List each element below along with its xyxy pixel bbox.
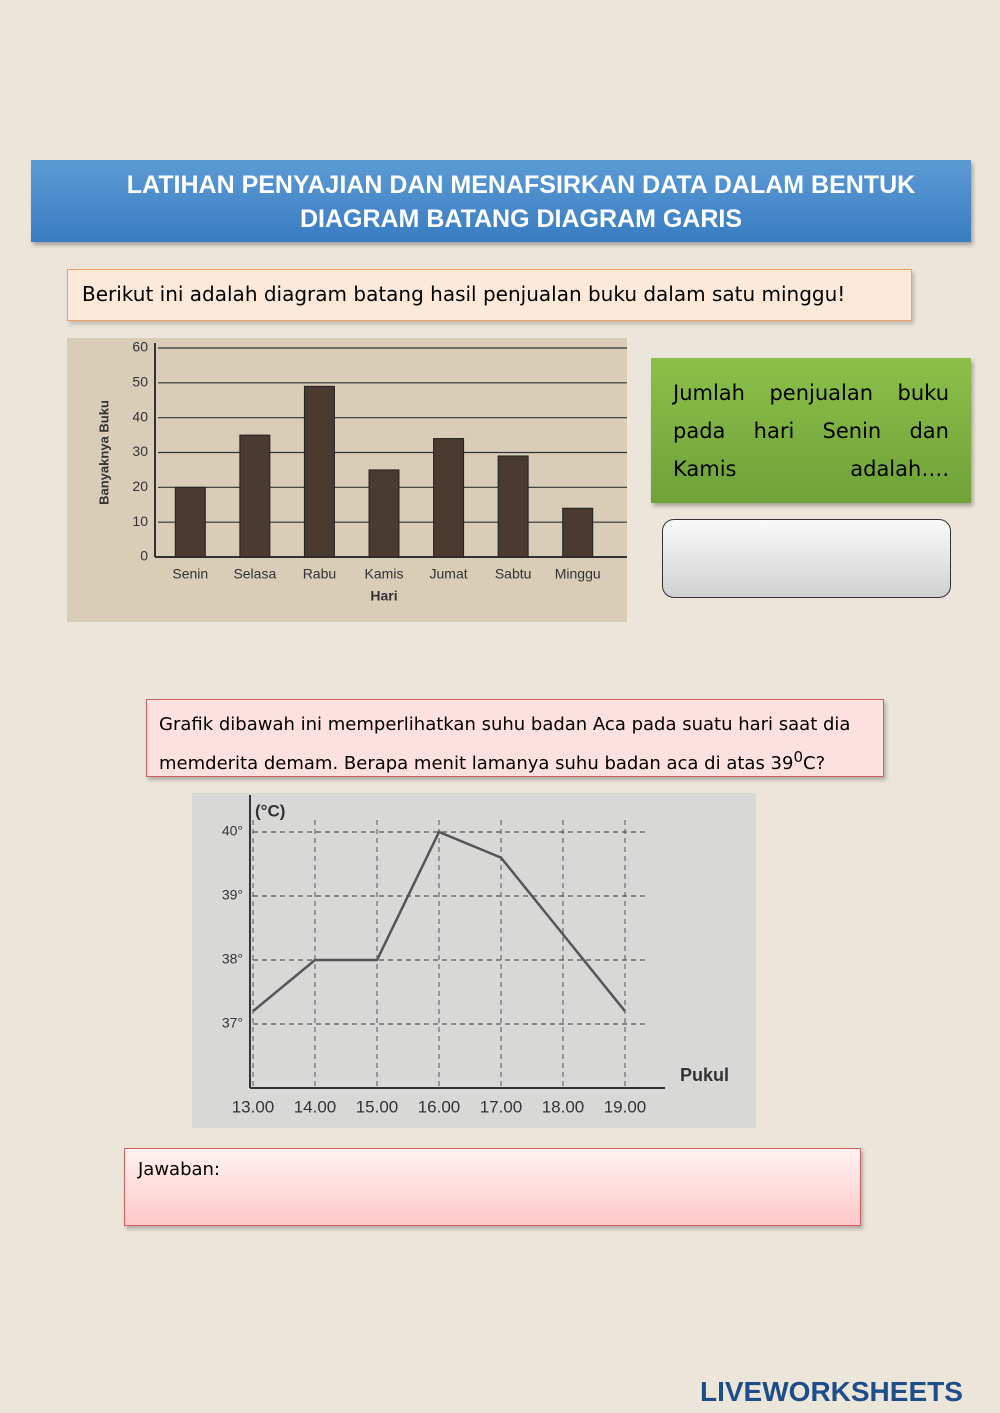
bar — [433, 438, 465, 558]
superscript: 0 — [793, 748, 803, 766]
y-tick-label: 37° — [222, 1015, 243, 1031]
y-tick-label: 10 — [132, 513, 148, 529]
line-chart: 37° 38° 39° 40° 13.00 14.00 15.00 16.00 17.00 18.… — [192, 793, 756, 1128]
x-tick-label: 13.00 — [232, 1097, 275, 1116]
question-text: C? — [803, 753, 826, 774]
bar — [239, 434, 271, 558]
x-tick-label: Sabtu — [495, 566, 532, 582]
x-tick-label: Minggu — [555, 566, 601, 582]
x-tick-label: Selasa — [233, 566, 276, 582]
question: Jumlah penjualan buku pada hari Senin da… — [651, 358, 971, 503]
x-tick-label: 14.00 — [294, 1097, 337, 1116]
x-tick-label: Jumat — [430, 566, 468, 582]
x-tick-label: 18.00 — [542, 1097, 585, 1116]
x-tick-label: Rabu — [303, 566, 336, 582]
question-text: Grafik dibawah ini memperlihatkan suhu b… — [159, 714, 851, 774]
y-tick-label: 50 — [132, 374, 148, 390]
bar — [562, 507, 594, 558]
x-axis-label: Pukul — [680, 1065, 729, 1085]
instruction: Berikut ini adalah diagram batang hasil … — [67, 269, 912, 321]
y-axis-label: Banyaknya Buku — [96, 400, 111, 505]
y-tick-label: 40 — [132, 408, 148, 424]
y-tick-label: 30 — [132, 443, 148, 459]
x-tick-label: 19.00 — [604, 1097, 647, 1116]
logo: LIVEWORKSHEETS — [700, 1376, 963, 1407]
y-tick-label: 40° — [222, 823, 243, 839]
x-tick-label: Kamis — [365, 566, 404, 582]
x-tick-label: 17.00 — [480, 1097, 523, 1116]
answer-input[interactable]: Jawaban: — [124, 1148, 861, 1226]
y-tick-label: 39° — [222, 887, 243, 903]
title-banner: LATIHAN PENYAJIAN DAN MENAFSIRKAN DATA D… — [31, 160, 971, 242]
answer-input[interactable] — [662, 519, 951, 598]
bar — [303, 385, 335, 558]
x-tick-label: 15.00 — [356, 1097, 399, 1116]
y-tick-label: 38° — [222, 951, 243, 967]
bar-chart: 0 10 20 30 40 50 60 Senin Selasa Rabu Kamis Jumat Sa… — [67, 338, 627, 622]
answer-label: Jawaban: — [138, 1159, 221, 1180]
bar — [368, 469, 400, 558]
y-tick-label: 0 — [140, 548, 148, 564]
x-tick-label: Senin — [172, 566, 208, 582]
bar — [497, 455, 529, 558]
y-axis-label: (°C) — [255, 801, 285, 820]
bar — [174, 486, 206, 558]
y-tick-label: 20 — [132, 478, 148, 494]
y-tick-label: 60 — [132, 339, 148, 355]
line — [252, 830, 626, 1013]
x-tick-label: 16.00 — [418, 1097, 461, 1116]
x-axis-label: Hari — [370, 588, 397, 604]
question: Grafik dibawah ini memperlihatkan suhu b… — [146, 699, 884, 777]
